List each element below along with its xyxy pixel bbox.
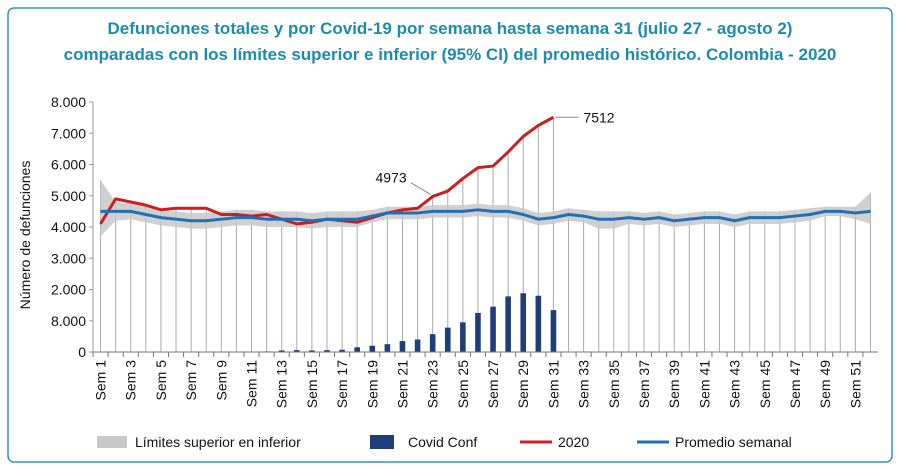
chart-title: comparadas con los límites superior e in… xyxy=(64,45,837,64)
x-tick-label: Sem 27 xyxy=(485,360,501,408)
y-tick-label: 6.000 xyxy=(51,157,86,173)
y-tick-label: 4.000 xyxy=(51,219,86,235)
bar xyxy=(309,350,315,352)
line xyxy=(100,208,871,223)
x-tick-label: Sem 39 xyxy=(666,360,682,408)
bar xyxy=(475,312,481,352)
data-label: 7512 xyxy=(583,109,614,125)
bar xyxy=(414,339,421,352)
bar xyxy=(354,347,360,352)
x-tick-label: Sem 11 xyxy=(244,360,260,407)
bar xyxy=(429,334,436,352)
bar xyxy=(505,296,511,352)
bar xyxy=(278,350,285,352)
y-tick-label: 5.000 xyxy=(51,188,86,204)
y-tick-label: 8.000 xyxy=(51,313,86,329)
x-tick-label: Sem 3 xyxy=(123,360,139,401)
y-tick-label: 0 xyxy=(78,344,86,360)
x-tick-label: Sem 19 xyxy=(364,360,380,408)
chart-title: Defunciones totales y por Covid-19 por s… xyxy=(108,19,793,38)
y-tick-label: 8.000 xyxy=(51,94,86,110)
bar xyxy=(339,349,345,352)
x-tick-label: Sem 1 xyxy=(93,360,109,401)
data-label: 4973 xyxy=(376,170,407,186)
bar xyxy=(324,350,330,352)
x-tick-label: Sem 23 xyxy=(425,360,441,408)
bar xyxy=(520,293,527,352)
x-tick-label: Sem 47 xyxy=(787,360,803,408)
x-tick-label: Sem 49 xyxy=(817,360,833,408)
bar xyxy=(490,306,496,352)
y-tick-label: 2.000 xyxy=(51,282,86,298)
legend-swatch xyxy=(370,435,394,449)
x-tick-label: Sem 45 xyxy=(757,360,773,408)
y-axis-label: Número de defunciones xyxy=(17,161,33,310)
x-tick-label: Sem 7 xyxy=(183,360,199,401)
legend-swatch xyxy=(97,436,127,448)
bar xyxy=(384,344,391,352)
legend-label: Límites superior en inferior xyxy=(135,434,301,450)
x-tick-label: Sem 37 xyxy=(636,360,652,408)
bar xyxy=(550,310,557,352)
bar xyxy=(444,327,451,352)
bar xyxy=(460,322,466,352)
legend-label: Covid Conf xyxy=(408,434,477,450)
y-tick-label: 7.000 xyxy=(51,125,86,141)
x-tick-label: Sem 9 xyxy=(213,360,229,401)
x-tick-label: Sem 25 xyxy=(455,360,471,408)
bar xyxy=(535,295,542,352)
bar xyxy=(293,350,300,352)
frame xyxy=(7,7,893,463)
x-tick-label: Sem 41 xyxy=(696,360,712,408)
x-tick-label: Sem 15 xyxy=(304,360,320,408)
x-tick-label: Sem 13 xyxy=(274,360,290,408)
legend-label: Promedio semanal xyxy=(675,434,792,450)
x-tick-label: Sem 43 xyxy=(727,360,743,408)
x-tick-label: Sem 21 xyxy=(394,360,410,408)
x-tick-label: Sem 35 xyxy=(606,360,622,408)
x-tick-label: Sem 51 xyxy=(847,360,863,408)
x-tick-label: Sem 5 xyxy=(153,360,169,401)
legend-label: 2020 xyxy=(558,434,589,450)
x-tick-label: Sem 29 xyxy=(515,360,531,408)
x-tick-label: Sem 17 xyxy=(334,360,350,408)
bar xyxy=(399,341,406,352)
x-tick-label: Sem 33 xyxy=(576,360,592,408)
leader-line xyxy=(410,182,431,196)
y-tick-label: 3.000 xyxy=(51,250,86,266)
x-tick-label: Sem 31 xyxy=(545,360,561,408)
bar xyxy=(369,345,376,352)
